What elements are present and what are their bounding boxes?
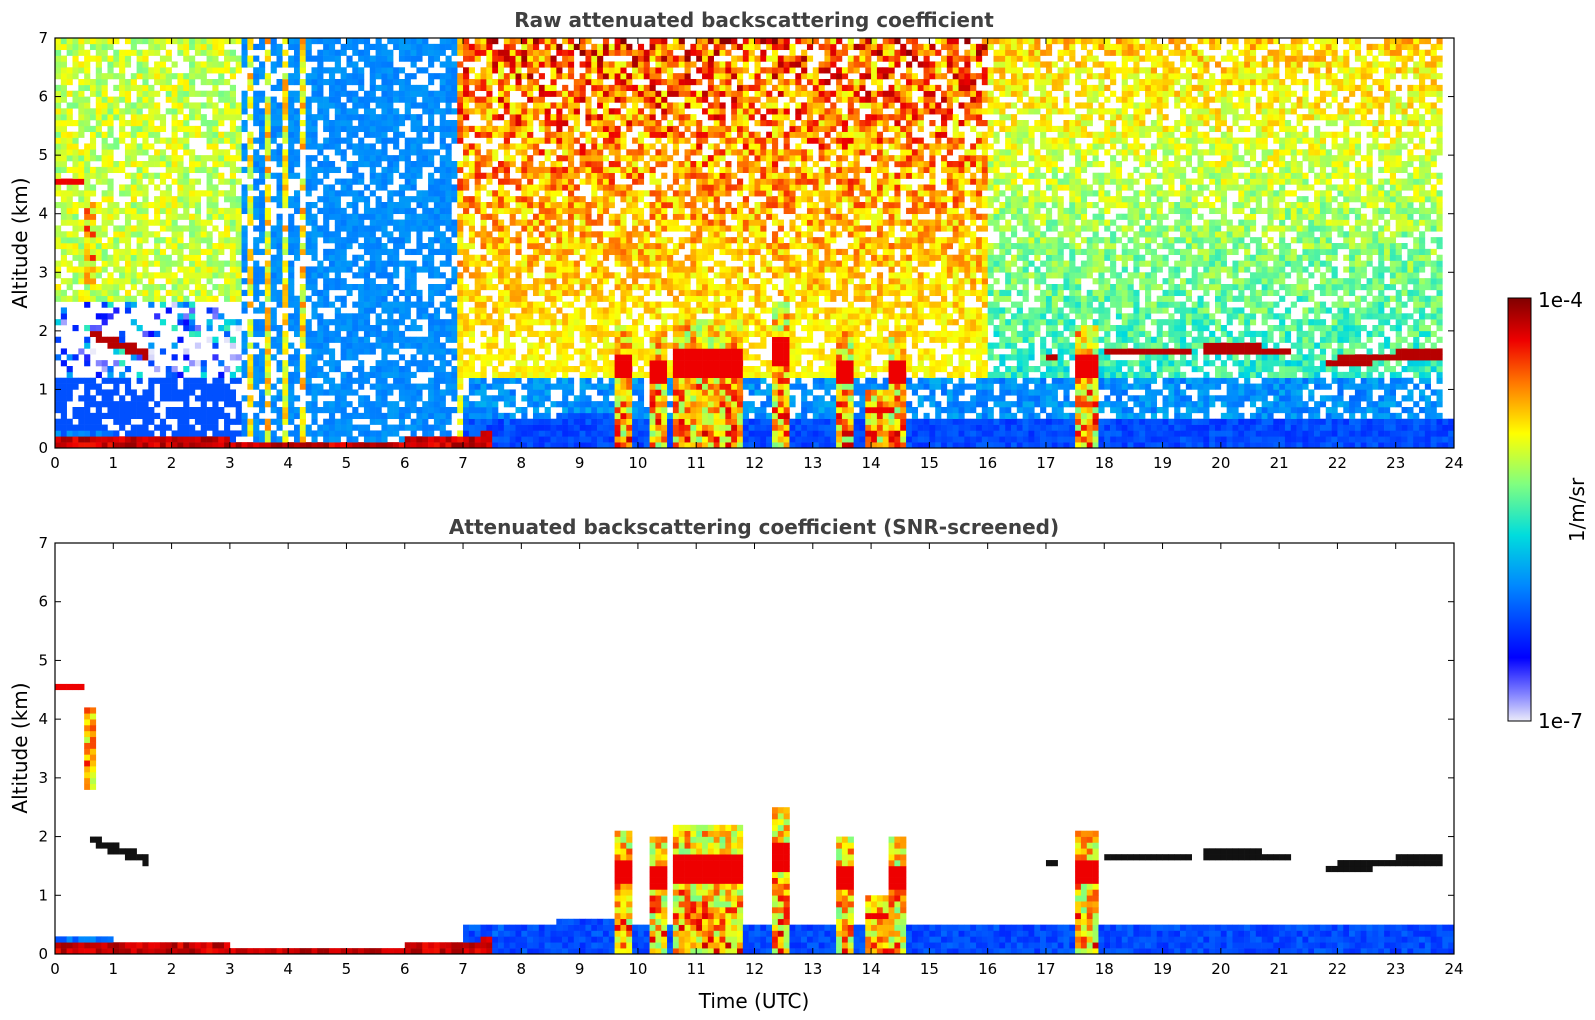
x-tick-label: 7 bbox=[458, 454, 468, 472]
x-tick-label: 8 bbox=[517, 960, 527, 978]
y-tick-label: 0 bbox=[38, 439, 48, 457]
x-tick-label: 13 bbox=[803, 454, 822, 472]
colorbar-min-label: 1e-7 bbox=[1538, 709, 1583, 733]
x-tick-label: 2 bbox=[167, 454, 177, 472]
x-tick-label: 16 bbox=[978, 454, 997, 472]
x-tick-label: 9 bbox=[575, 960, 585, 978]
y-tick-label: 4 bbox=[38, 710, 48, 728]
y-tick-label: 2 bbox=[38, 828, 48, 846]
y-tick-label: 1 bbox=[38, 886, 48, 904]
y-tick-label: 6 bbox=[38, 593, 48, 611]
y-axis-label: Altitude (km) bbox=[8, 177, 32, 308]
axis-ticks: 0 1 2 3 4 5 6 7 8 9 10 11 12 13 14 15 16 17 18 19 20 21 22 23 24… bbox=[38, 29, 1463, 472]
axis-ticks: 0 1 2 3 4 5 6 7 8 9 10 11 12 13 14 15 16 17 18 19 20 21 22 23 24… bbox=[38, 534, 1463, 978]
colorbar: 1e-4 1e-7 1/m/sr bbox=[1507, 288, 1589, 733]
x-tick-label: 16 bbox=[978, 960, 997, 978]
x-tick-label: 15 bbox=[920, 960, 939, 978]
colorbar-gradient bbox=[1507, 297, 1532, 722]
y-tick-label: 0 bbox=[38, 945, 48, 963]
x-tick-label: 6 bbox=[400, 960, 410, 978]
y-tick-label: 7 bbox=[38, 29, 48, 47]
x-tick-label: 21 bbox=[1270, 454, 1289, 472]
x-tick-label: 18 bbox=[1095, 960, 1114, 978]
heatmap-image bbox=[55, 683, 1454, 954]
x-tick-label: 17 bbox=[1036, 454, 1055, 472]
x-tick-label: 5 bbox=[342, 454, 352, 472]
colorbar-unit-label: 1/m/sr bbox=[1565, 477, 1589, 542]
x-tick-label: 18 bbox=[1095, 454, 1114, 472]
y-tick-label: 3 bbox=[38, 263, 48, 281]
x-tick-label: 23 bbox=[1386, 960, 1405, 978]
x-tick-label: 20 bbox=[1211, 454, 1230, 472]
y-tick-label: 2 bbox=[38, 322, 48, 340]
x-tick-label: 23 bbox=[1386, 454, 1405, 472]
x-tick-label: 6 bbox=[400, 454, 410, 472]
raw-backscatter-panel: Raw attenuated backscattering coefficien… bbox=[8, 8, 1464, 472]
x-tick-label: 14 bbox=[862, 960, 881, 978]
y-tick-label: 4 bbox=[38, 205, 48, 223]
y-axis-label: Altitude (km) bbox=[8, 682, 32, 813]
x-tick-label: 22 bbox=[1328, 960, 1347, 978]
x-tick-label: 22 bbox=[1328, 454, 1347, 472]
x-tick-label: 19 bbox=[1153, 960, 1172, 978]
x-tick-label: 20 bbox=[1211, 960, 1230, 978]
x-tick-label: 11 bbox=[687, 454, 706, 472]
x-tick-label: 14 bbox=[862, 454, 881, 472]
x-tick-label: 3 bbox=[225, 454, 235, 472]
x-axis-label: Time (UTC) bbox=[698, 989, 810, 1013]
x-tick-label: 4 bbox=[283, 454, 293, 472]
y-tick-label: 1 bbox=[38, 380, 48, 398]
x-tick-label: 12 bbox=[745, 960, 764, 978]
y-tick-label: 7 bbox=[38, 534, 48, 552]
x-tick-label: 0 bbox=[50, 454, 60, 472]
y-tick-label: 5 bbox=[38, 146, 48, 164]
snr-screened-panel: Attenuated backscattering coefficient (S… bbox=[8, 515, 1464, 1013]
x-tick-label: 10 bbox=[628, 960, 647, 978]
heatmap-image bbox=[55, 38, 1454, 448]
x-tick-label: 21 bbox=[1270, 960, 1289, 978]
x-tick-label: 9 bbox=[575, 454, 585, 472]
y-tick-label: 3 bbox=[38, 769, 48, 787]
x-tick-label: 4 bbox=[283, 960, 293, 978]
colorbar-max-label: 1e-4 bbox=[1538, 288, 1583, 312]
x-tick-label: 19 bbox=[1153, 454, 1172, 472]
x-tick-label: 10 bbox=[628, 454, 647, 472]
y-tick-label: 6 bbox=[38, 88, 48, 106]
x-tick-label: 7 bbox=[458, 960, 468, 978]
x-tick-label: 3 bbox=[225, 960, 235, 978]
x-tick-label: 8 bbox=[517, 454, 527, 472]
x-tick-label: 13 bbox=[803, 960, 822, 978]
y-tick-label: 5 bbox=[38, 651, 48, 669]
x-tick-label: 24 bbox=[1444, 960, 1463, 978]
x-tick-label: 24 bbox=[1444, 454, 1463, 472]
x-tick-label: 1 bbox=[109, 960, 119, 978]
x-tick-label: 0 bbox=[50, 960, 60, 978]
chart-title: Attenuated backscattering coefficient (S… bbox=[449, 515, 1059, 539]
x-tick-label: 12 bbox=[745, 454, 764, 472]
x-tick-label: 15 bbox=[920, 454, 939, 472]
x-tick-label: 2 bbox=[167, 960, 177, 978]
x-tick-label: 1 bbox=[109, 454, 119, 472]
x-tick-label: 5 bbox=[342, 960, 352, 978]
x-tick-label: 11 bbox=[687, 960, 706, 978]
x-tick-label: 17 bbox=[1036, 960, 1055, 978]
chart-title: Raw attenuated backscattering coefficien… bbox=[514, 8, 994, 32]
